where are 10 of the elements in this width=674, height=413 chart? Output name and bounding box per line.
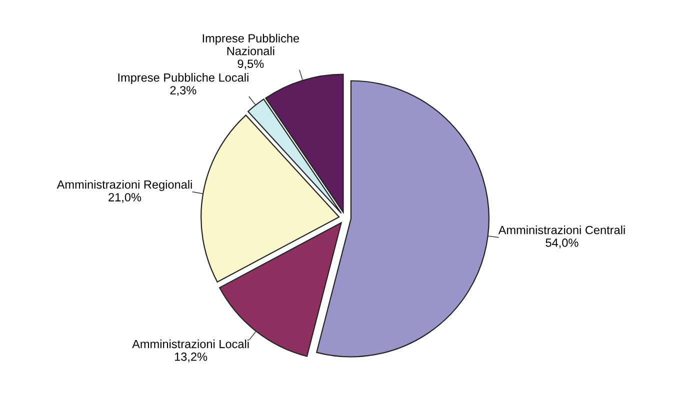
data-label: 21,0% <box>108 193 142 203</box>
data-label: 13,2% <box>174 352 208 362</box>
slice-label: Amministrazioni Locali <box>132 340 249 348</box>
data-label: 9,5% <box>238 60 264 70</box>
slice-label: Amministrazioni Centrali <box>498 226 625 234</box>
slice-label: Imprese Pubbliche Locali <box>118 73 248 84</box>
slice-label: Imprese Pubbliche Nazionali <box>202 34 300 56</box>
data-label: 2,3% <box>170 86 196 96</box>
data-label: 54,0% <box>546 238 578 248</box>
slice-label: Amministrazioni Regionali <box>56 180 192 192</box>
